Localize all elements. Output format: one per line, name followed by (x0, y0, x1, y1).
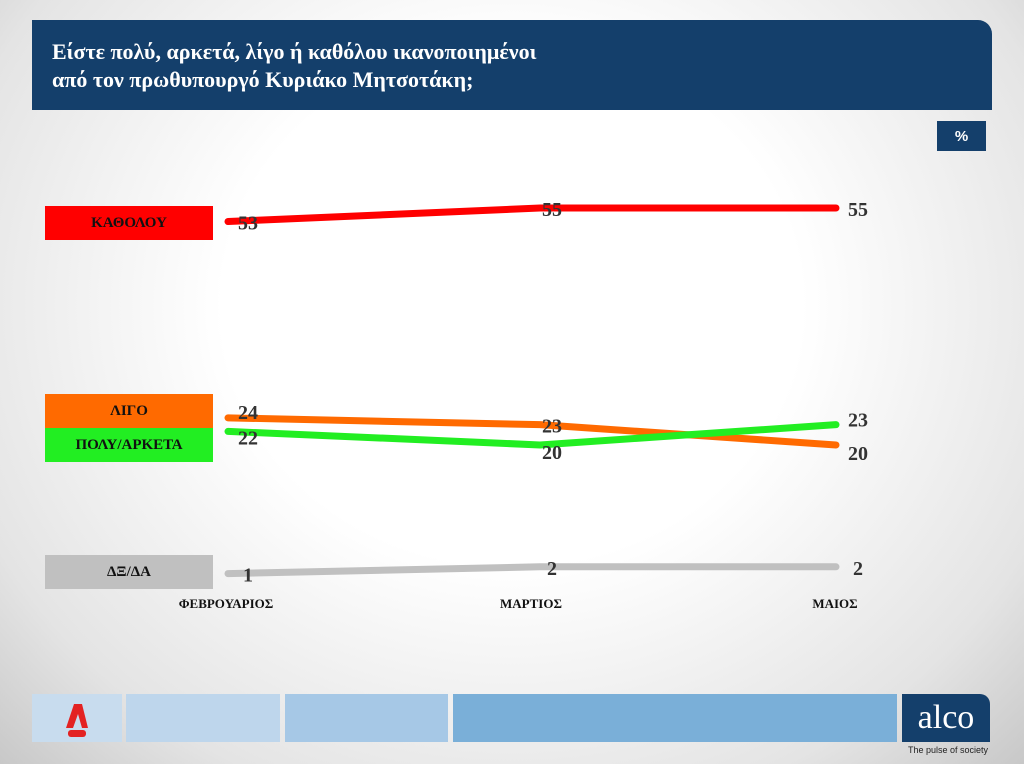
legend-ligo: ΛΙΓΟ (45, 394, 213, 428)
title-line-1: Είστε πολύ, αρκετά, λίγο ή καθόλου ικανο… (52, 39, 537, 64)
x-tick-label: ΦΕΒΡΟΥΑΡΙΟΣ (179, 596, 274, 611)
footer-band-2 (285, 694, 448, 742)
data-label: 55 (848, 199, 868, 221)
data-label: 20 (848, 443, 868, 465)
data-label: 55 (542, 199, 562, 221)
alco-logo: alco (902, 694, 990, 742)
data-label: 53 (238, 213, 258, 235)
series-line-2 (224, 421, 840, 449)
data-label: 23 (542, 416, 562, 438)
a-news-logo-icon (66, 704, 88, 737)
data-label: 1 (243, 565, 253, 587)
data-label: 2 (547, 558, 557, 580)
series-line-0 (224, 204, 840, 226)
news-logo (32, 694, 122, 742)
series-line-3 (224, 563, 840, 578)
chart-title: Είστε πολύ, αρκετά, λίγο ή καθόλου ικανο… (32, 20, 992, 110)
title-line-2: από τον πρωθυπουργό Κυριάκο Μητσοτάκη; (52, 67, 474, 92)
alco-tagline: The pulse of society (908, 745, 989, 755)
data-label: 23 (848, 410, 868, 432)
unit-badge: % (937, 121, 986, 151)
data-label: 22 (238, 427, 258, 449)
x-tick-label: ΜΑΡΤΙΟΣ (500, 596, 562, 611)
series-line-1 (224, 414, 840, 449)
legend-poly-arketa: ΠΟΛΥ/ΑΡΚΕΤΑ (45, 428, 213, 462)
data-label: 24 (238, 402, 258, 424)
legend-dk-na: ΔΞ/ΔΑ (45, 555, 213, 589)
data-label: 20 (542, 442, 562, 464)
data-label: 2 (853, 558, 863, 580)
footer-band-1 (126, 694, 280, 742)
x-tick-label: ΜΑΙΟΣ (812, 596, 857, 611)
legend-kathólou: ΚΑΘΟΛΟΥ (45, 206, 213, 240)
footer-band-3 (453, 694, 897, 742)
